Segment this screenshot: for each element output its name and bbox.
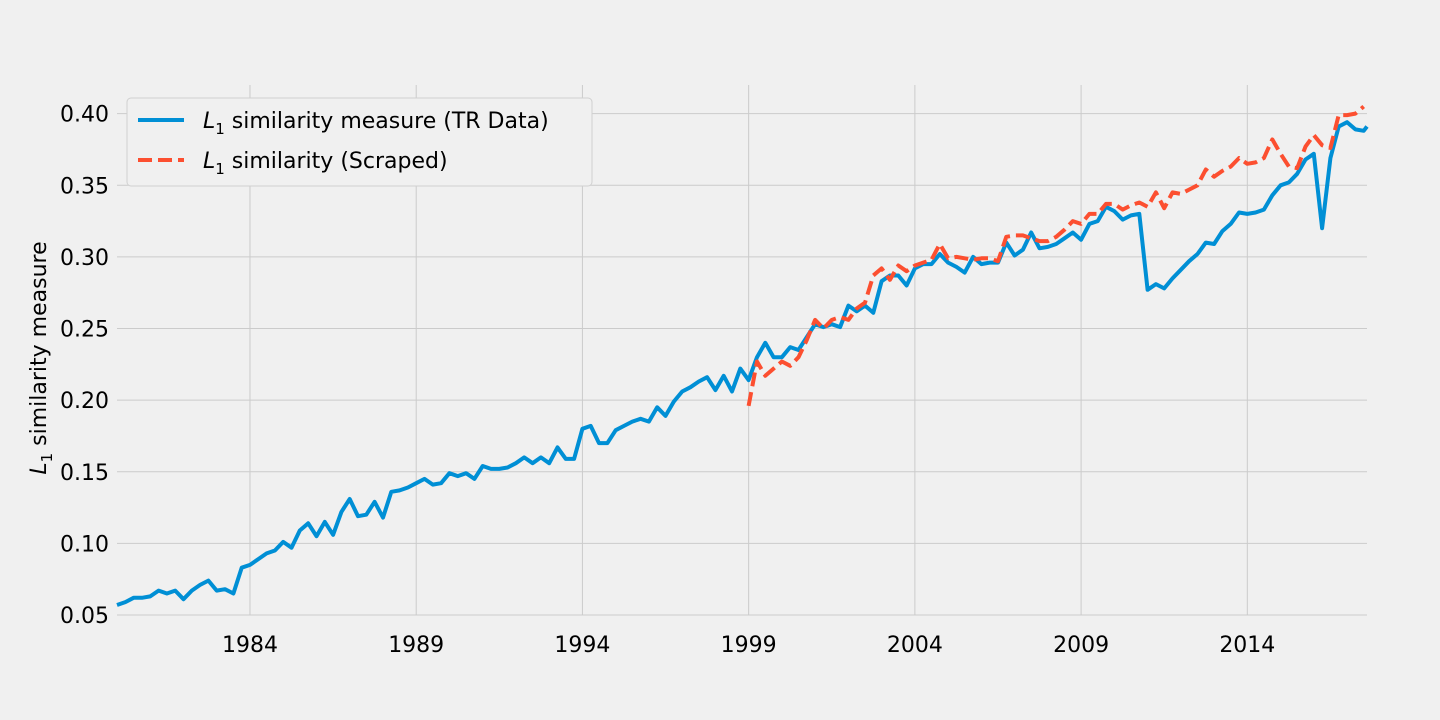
y-axis-label-prefix: L bbox=[27, 462, 52, 474]
series-lines bbox=[116, 104, 1369, 607]
x-tick-label: 1994 bbox=[554, 633, 610, 658]
x-tick-label: 1984 bbox=[222, 633, 278, 658]
x-tick-label: 2009 bbox=[1053, 633, 1109, 658]
x-tick-label: 1999 bbox=[721, 633, 777, 658]
y-tick-label: 0.15 bbox=[60, 461, 109, 486]
x-tick-labels: 1984 1989 1994 1999 2004 2009 2014 bbox=[222, 633, 1275, 658]
legend-label-scraped: L1 similarity (Scraped) bbox=[203, 149, 448, 178]
y-axis-label: L1 similarity measure bbox=[27, 241, 56, 474]
x-tick-label: 1989 bbox=[388, 633, 444, 658]
legend-label-tr-data: L1 similarity measure (TR Data) bbox=[203, 109, 549, 138]
y-tick-label: 0.25 bbox=[60, 318, 109, 343]
legend: L1 similarity measure (TR Data) L1 simil… bbox=[126, 97, 593, 187]
y-tick-label: 0.20 bbox=[60, 389, 109, 414]
series-line-scraped bbox=[746, 104, 1366, 407]
y-tick-label: 0.05 bbox=[60, 604, 109, 629]
y-tick-labels: 0.05 0.10 0.15 0.20 0.25 0.30 0.35 0.40 bbox=[60, 103, 109, 629]
y-tick-label: 0.30 bbox=[60, 246, 109, 271]
x-tick-label: 2014 bbox=[1219, 633, 1275, 658]
series-line-tr-data bbox=[116, 120, 1369, 607]
y-axis-label-rest: similarity measure bbox=[27, 241, 52, 452]
x-tick-label: 2004 bbox=[887, 633, 943, 658]
y-tick-label: 0.10 bbox=[60, 532, 109, 557]
y-tick-label: 0.40 bbox=[60, 103, 109, 128]
y-tick-label: 0.35 bbox=[60, 174, 109, 199]
legend-box bbox=[126, 97, 593, 187]
y-axis-label-sub: 1 bbox=[38, 453, 56, 463]
